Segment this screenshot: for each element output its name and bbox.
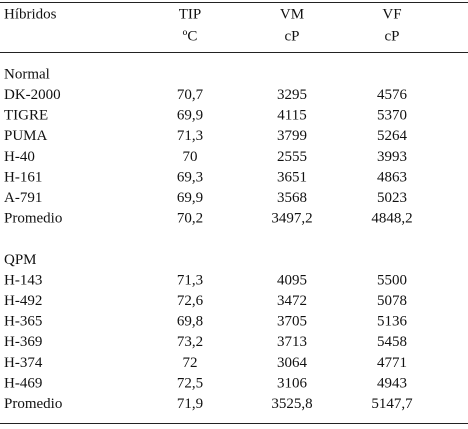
row-label: Promedio [4,396,62,412]
cell: 69,9 [177,190,203,206]
cell: 5023 [377,190,407,206]
cell: 70 [183,149,198,165]
cell: 72,5 [177,375,203,391]
group-label: Normal [4,66,50,82]
cell: 5147,7 [371,396,413,412]
header-cell: VM [280,6,304,22]
row-label: H-365 [4,314,42,330]
cell: 4115 [277,108,306,124]
cell: 73,2 [177,334,203,350]
header-cell: VF [382,6,401,22]
cell: 3295 [277,87,307,103]
cell: 71,3 [177,272,203,288]
row-label: Promedio [4,211,62,227]
header-unit: cP [385,28,400,44]
cell: 3713 [277,334,307,350]
cell: 70,7 [177,87,204,103]
cell: 4771 [377,355,407,371]
cell: 72 [183,355,198,371]
cell: 4848,2 [371,211,412,227]
cell: 70,2 [177,211,203,227]
group-label: QPM [4,252,37,268]
row-label: A-791 [4,190,42,206]
cell: 5370 [377,108,407,124]
row-label: H-161 [4,169,42,185]
cell: 3799 [277,128,307,144]
cell: 3651 [277,169,307,185]
cell: 69,8 [177,314,203,330]
cell: 3106 [277,375,308,391]
cell: 4863 [377,169,407,185]
cell: 69,9 [177,108,203,124]
cell: 5264 [377,128,408,144]
header-cell: TIP [179,6,202,22]
cell: 69,3 [177,169,203,185]
row-label: DK-2000 [4,87,61,103]
cell: 3568 [277,190,307,206]
header-unit: ºC [183,28,198,44]
cell: 5078 [377,293,407,309]
row-label: TIGRE [4,108,48,124]
cell: 3525,8 [271,396,312,412]
cell: 4576 [377,87,408,103]
cell: 4095 [277,272,307,288]
cell: 4943 [377,375,407,391]
row-label: H-369 [4,334,42,350]
cell: 3497,2 [271,211,312,227]
cell: 5136 [377,314,408,330]
row-label: H-374 [4,355,43,371]
row-label: H-469 [4,375,42,391]
cell: 72,6 [177,293,204,309]
cell: 71,3 [177,128,203,144]
cell: 5458 [377,334,407,350]
row-label: H-143 [4,272,42,288]
cell: 5500 [377,272,407,288]
cell: 3064 [277,355,308,371]
cell: 2555 [277,149,307,165]
cell: 3993 [377,149,407,165]
row-label: H-492 [4,293,42,309]
cell: 3705 [277,314,307,330]
header-cell: Híbridos [4,6,57,22]
row-label: H-40 [4,149,35,165]
cell: 3472 [277,293,307,309]
header-unit: cP [285,28,300,44]
cell: 71,9 [177,396,203,412]
row-label: PUMA [4,128,48,144]
